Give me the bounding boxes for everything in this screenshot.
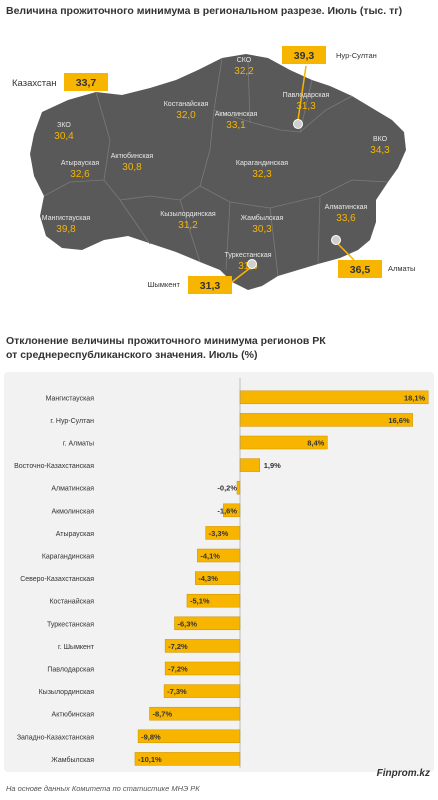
bar-value-label: 1,9% xyxy=(264,461,281,470)
bar-chart-title: Отклонение величины прожиточного минимум… xyxy=(6,334,326,362)
region-name-label: Туркестанская xyxy=(224,252,271,259)
region-name-label: СКО xyxy=(237,57,252,64)
region-name-label: Актюбинская xyxy=(111,152,154,160)
region-value-label: 32,0 xyxy=(176,110,196,121)
city-value-box xyxy=(338,260,382,278)
category-label: г. Алматы xyxy=(63,441,94,448)
category-label: Западно-Казахстанская xyxy=(17,734,94,741)
category-label: Карагандинская xyxy=(42,554,94,561)
region-value-label: 30,8 xyxy=(122,162,142,173)
category-label: Мангистауская xyxy=(46,395,95,402)
bar-value-label: -5,1% xyxy=(190,597,210,606)
bar-value-label: 16,6% xyxy=(388,416,410,425)
bar xyxy=(239,458,261,472)
category-label: Павлодарская xyxy=(47,667,94,674)
bar-value-label: -8,7% xyxy=(153,710,173,719)
city-name: Нур-Султан xyxy=(336,51,377,60)
bar-value-label: 8,4% xyxy=(307,439,324,448)
city-leader-line xyxy=(337,243,355,261)
category-label: Кызылординская xyxy=(39,689,95,696)
brand-logo-text: Finprom.kz xyxy=(376,768,430,779)
region-value-label: 31,2 xyxy=(178,220,198,231)
bar-value-label: -7,2% xyxy=(168,642,188,651)
category-label: Атырауская xyxy=(56,531,94,538)
bar-chart: Мангистауская 18,1% г. Нур-Султан 16,6% г. А… xyxy=(14,378,429,768)
bar-title-line2: от среднереспубликанского значения. Июль… xyxy=(6,349,258,361)
bar-value-label: -4,3% xyxy=(198,574,218,583)
bar-value-label: -10,1% xyxy=(138,755,162,764)
category-label: Туркестанская xyxy=(47,621,94,628)
bar-value-label: -7,3% xyxy=(167,687,187,696)
bar-value-label: -6,3% xyxy=(177,619,197,628)
bar-value-label: -9,8% xyxy=(141,732,161,741)
region-name-label: Карагандинская xyxy=(236,160,288,167)
category-label: Жамбылская xyxy=(51,756,94,764)
region-name-label: Жамбылская xyxy=(241,214,284,222)
city-dot xyxy=(247,259,257,269)
bar-title-line1: Отклонение величины прожиточного минимум… xyxy=(6,335,326,347)
region-name-label: Атырауская xyxy=(61,160,99,167)
region-value-label: 34,3 xyxy=(370,145,390,156)
city-value: 31,3 xyxy=(200,280,221,292)
bar-value-label: -7,2% xyxy=(168,665,188,674)
category-label: Северо-Казахстанская xyxy=(20,576,94,583)
category-label: Костанайская xyxy=(49,598,94,606)
bar-value-label: -4,1% xyxy=(200,552,220,561)
region-value-label: 33,6 xyxy=(336,213,356,224)
category-label: г. Шымкент xyxy=(58,644,95,651)
category-label: Акмолинская xyxy=(51,508,94,515)
region-value-label: 32,3 xyxy=(252,169,272,180)
kazakhstan-map: СКО 32,2 Костанайская 32,0 Акмолинская 33,1 Па… xyxy=(12,46,415,294)
map-title: Величина прожиточного минимума в региона… xyxy=(6,5,403,17)
region-name-label: Костанайская xyxy=(164,100,209,108)
bar xyxy=(239,413,413,427)
region-name-label: ЗКО xyxy=(57,122,71,129)
region-value-label: 32,6 xyxy=(70,169,90,180)
city-value-box xyxy=(282,46,326,64)
city-name: Алматы xyxy=(388,264,415,273)
map-shape xyxy=(30,54,406,290)
region-name-label: ВКО xyxy=(373,136,388,143)
bar xyxy=(236,480,241,495)
category-label: Восточно-Казахстанская xyxy=(14,463,94,470)
region-value-label: 39,8 xyxy=(56,224,76,235)
kazakhstan-label: Казахстан xyxy=(12,78,57,89)
region-name-label: Алматинская xyxy=(325,204,368,211)
bar-value-label: -0,2% xyxy=(217,484,237,493)
region-value-label: 30,4 xyxy=(54,131,74,142)
kazakhstan-value: 33,7 xyxy=(76,77,97,89)
region-value-label: 31,3 xyxy=(296,101,316,112)
city-dot xyxy=(293,119,303,129)
region-name-label: Акмолинская xyxy=(215,111,258,118)
region-value-label: 30,3 xyxy=(252,224,272,235)
bar-value-label: -3,3% xyxy=(209,529,229,538)
bar-chart-panel: Мангистауская 18,1% г. Нур-Султан 16,6% г. А… xyxy=(4,372,434,772)
bar-value-label: 18,1% xyxy=(404,393,426,402)
city-leader-line xyxy=(297,65,307,121)
category-label: Актюбинская xyxy=(52,711,95,719)
city-dot xyxy=(331,235,341,245)
bar xyxy=(239,390,429,405)
region-name-label: Павлодарская xyxy=(283,92,330,99)
kazakhstan-value-box xyxy=(64,73,108,91)
city-value: 36,5 xyxy=(350,264,371,276)
category-label: Алматинская xyxy=(51,486,94,493)
city-value-box xyxy=(188,276,232,294)
region-name-label: Кызылординская xyxy=(160,211,216,218)
city-name: Шымкент xyxy=(147,280,180,289)
category-label: г. Нур-Султан xyxy=(50,418,94,425)
region-value-label: 32,2 xyxy=(234,66,254,77)
source-note: На основе данных Комитета по статистике … xyxy=(6,784,200,793)
region-name-label: Мангистауская xyxy=(42,215,91,222)
city-leader-line xyxy=(231,267,251,283)
region-value-label: 33,1 xyxy=(226,120,246,131)
city-value: 39,3 xyxy=(294,50,315,62)
bar-value-label: -1,6% xyxy=(217,506,237,515)
